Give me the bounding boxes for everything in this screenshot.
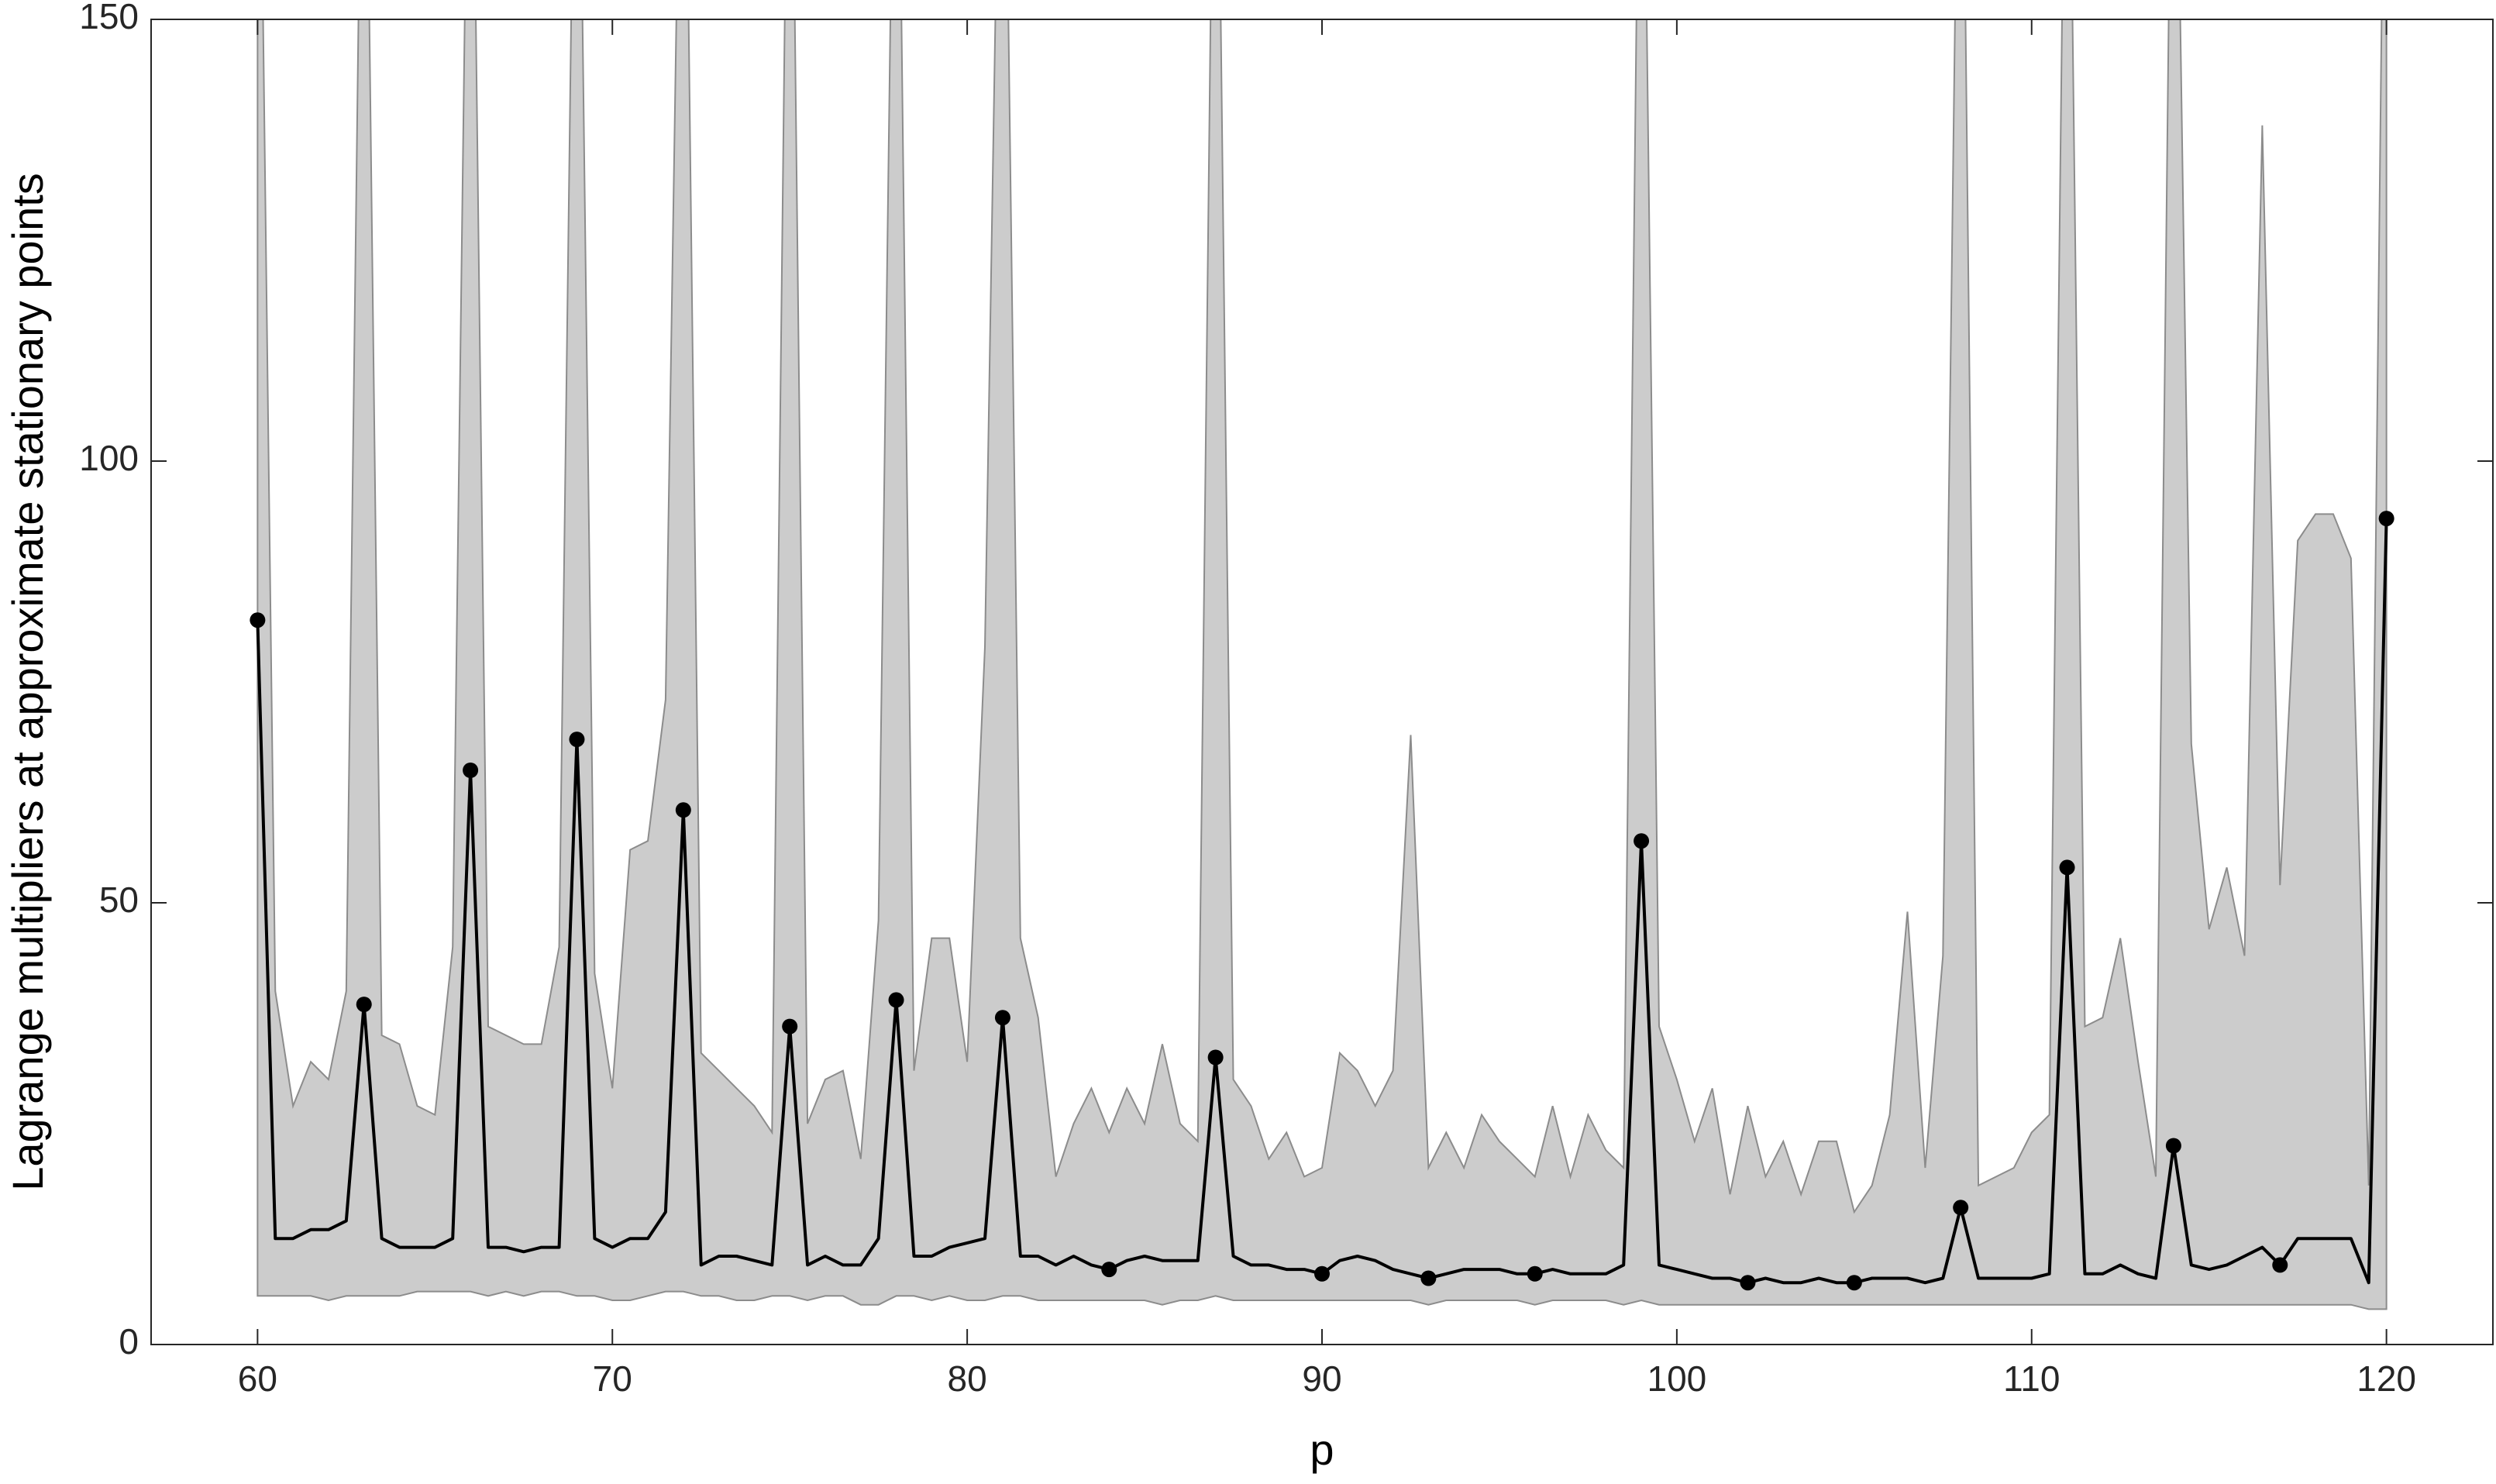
marker [1527, 1265, 1543, 1282]
marker [1740, 1275, 1756, 1291]
marker [782, 1018, 798, 1035]
marker [1101, 1262, 1117, 1278]
marker [675, 802, 691, 818]
y-axis-label: Lagrange multipliers at approximate stat… [3, 173, 52, 1191]
x-axis-label: p [1310, 1425, 1334, 1474]
marker [2165, 1138, 2181, 1154]
y-tick-label: 100 [79, 438, 139, 478]
x-tick-label: 100 [1647, 1358, 1707, 1399]
marker [994, 1010, 1010, 1026]
y-tick-label: 50 [99, 880, 139, 920]
marker [463, 763, 479, 778]
y-tick-label: 150 [79, 0, 139, 36]
marker [1207, 1049, 1224, 1066]
marker [2378, 511, 2394, 527]
marker [1314, 1265, 1330, 1282]
x-tick-label: 120 [2357, 1358, 2416, 1399]
marker [2272, 1257, 2288, 1273]
marker [1953, 1200, 1969, 1216]
x-tick-label: 80 [948, 1358, 987, 1399]
x-tick-label: 60 [238, 1358, 277, 1399]
y-tick-label: 0 [119, 1321, 139, 1362]
marker [250, 612, 266, 628]
marker [888, 992, 904, 1008]
marker [569, 732, 585, 748]
marker [1634, 833, 1650, 849]
plot-area [250, 19, 2394, 1310]
marker [1846, 1275, 1862, 1291]
marker [1420, 1270, 1437, 1286]
x-tick-label: 70 [593, 1358, 632, 1399]
marker [356, 997, 372, 1013]
x-tick-label: 110 [2003, 1358, 2060, 1399]
band-area [256, 19, 2388, 1310]
marker [2059, 859, 2075, 876]
x-tick-label: 90 [1302, 1358, 1341, 1399]
